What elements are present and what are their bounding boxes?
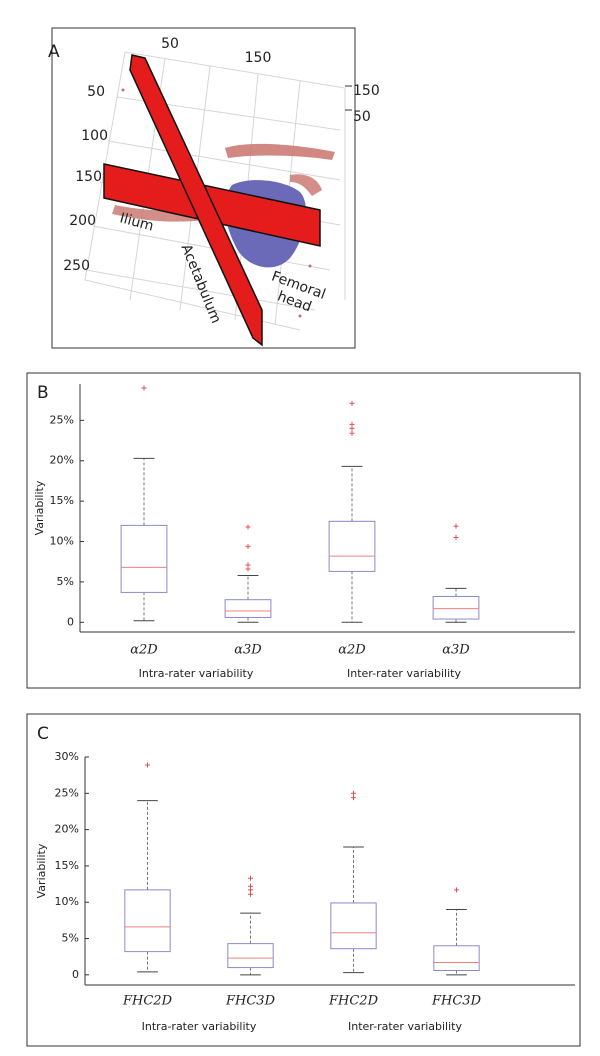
y-tick-label: 0 <box>72 968 79 981</box>
panel-label: A <box>48 42 60 62</box>
box <box>227 943 274 969</box>
box <box>433 945 480 971</box>
group-label: Intra-rater variability <box>142 1020 257 1033</box>
x-tick-label: FHC3D <box>225 994 276 1009</box>
panel-label: B <box>37 383 49 403</box>
y-tick-label: 5% <box>62 932 79 945</box>
box <box>330 902 377 950</box>
y-tick-label: 20% <box>55 823 79 836</box>
box <box>120 524 168 593</box>
outlier <box>248 891 253 897</box>
pelvis-rim <box>112 88 335 318</box>
group-label: Inter-rater variability <box>348 1020 462 1033</box>
axis-tick-label: 200 <box>69 213 96 229</box>
box <box>328 520 376 572</box>
outlier <box>453 523 459 529</box>
panel-frame <box>26 713 581 1047</box>
y-tick-label: 10% <box>55 895 79 908</box>
y-tick-label: 30% <box>55 750 79 763</box>
x-tick-label: α3D <box>442 643 470 658</box>
x-tick-label: α2D <box>338 643 366 658</box>
panel-label: C <box>37 724 49 744</box>
outlier <box>351 790 356 796</box>
group-label: Intra-rater variability <box>139 667 254 680</box>
outlier <box>349 430 355 436</box>
outlier <box>245 543 251 549</box>
y-tick-label: 5% <box>57 575 74 588</box>
axis-tick-label: 150 <box>75 169 102 185</box>
x-tick-label: FHC2D <box>328 994 379 1009</box>
outlier <box>141 385 147 391</box>
group-label: Inter-rater variability <box>347 667 461 680</box>
y-tick-label: 0 <box>67 615 74 628</box>
x-tick-label: FHC2D <box>122 994 173 1009</box>
y-axis-label: Variability <box>35 843 48 898</box>
y-tick-label: 20% <box>50 454 74 467</box>
box <box>124 889 171 953</box>
outlier <box>349 400 355 406</box>
outlier <box>349 425 355 431</box>
outlier <box>245 566 251 572</box>
axis-tick-label: 50 <box>87 84 105 100</box>
y-tick-label: 15% <box>50 494 74 507</box>
axis-tick-label: 50 <box>353 109 371 125</box>
axis-tick-label: 150 <box>245 50 272 66</box>
y-tick-label: 15% <box>55 859 79 872</box>
panel-frame <box>26 372 581 689</box>
axis-tick-label: 100 <box>81 128 108 144</box>
box <box>432 595 480 620</box>
y-tick-label: 10% <box>50 535 74 548</box>
axis-tick-label: 250 <box>63 258 90 274</box>
box <box>224 599 272 618</box>
x-tick-label: α2D <box>130 643 158 658</box>
outlier <box>145 762 150 768</box>
outlier <box>245 524 251 530</box>
y-tick-label: 25% <box>50 413 74 426</box>
y-axis-label: Variability <box>33 480 46 535</box>
axis-tick-label: 150 <box>353 83 380 99</box>
outlier <box>248 875 253 881</box>
outlier <box>351 795 356 801</box>
outlier <box>453 534 459 540</box>
outlier <box>248 887 253 893</box>
x-tick-label: FHC3D <box>431 994 482 1009</box>
axis-tick-label: 50 <box>161 36 179 52</box>
x-tick-label: α3D <box>234 643 262 658</box>
plane-acetabulum <box>129 54 263 347</box>
y-tick-label: 25% <box>55 786 79 799</box>
outlier <box>454 887 459 893</box>
